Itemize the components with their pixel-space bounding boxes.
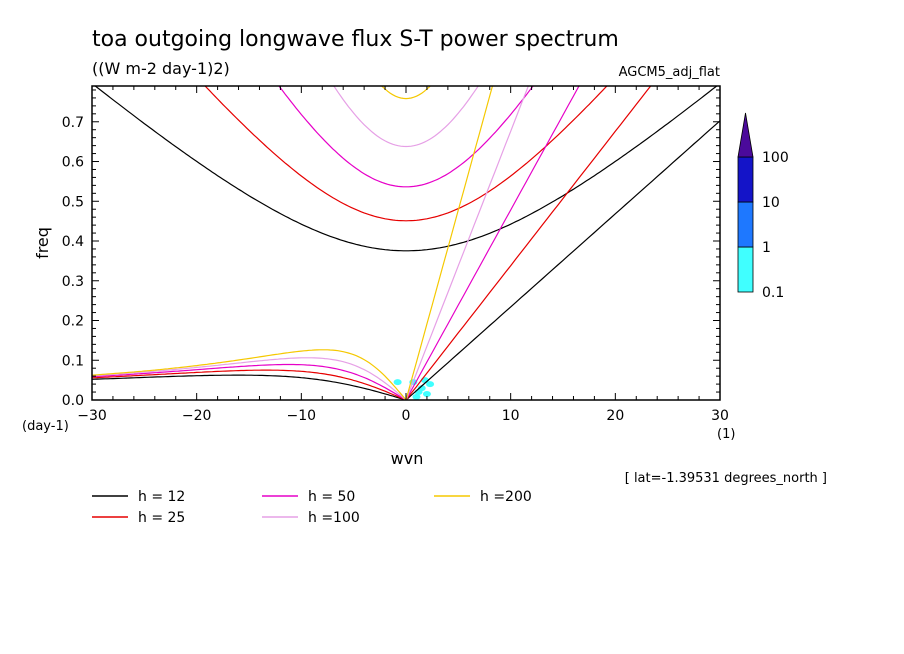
gravity-curve (380, 86, 432, 100)
colorbar-segment (737, 156, 754, 203)
power-spot (393, 379, 402, 386)
power-spot (426, 381, 435, 388)
x-tick-label: 20 (606, 408, 624, 424)
colorbar-label: 10 (762, 195, 780, 211)
x-tick-label: 0 (402, 408, 411, 424)
y-axis-title: freq (33, 227, 52, 259)
colorbar-label: 1 (762, 240, 771, 256)
kelvin-curve (405, 86, 580, 400)
y-tick-label: 0.6 (62, 155, 84, 171)
rossby-curve (92, 374, 407, 400)
y-tick-label: 0.0 (62, 393, 84, 409)
legend: h = 12 h = 25 h = 50 h =100 h =200 (92, 489, 532, 526)
y-tick-label: 0.3 (62, 274, 84, 290)
gravity-curve (204, 86, 608, 222)
colorbar-label: 0.1 (762, 285, 784, 301)
chart-title: toa outgoing longwave flux S-T power spe… (92, 27, 619, 52)
x-tick-label: −10 (287, 408, 317, 424)
power-spot (412, 393, 421, 400)
rossby-curve (92, 369, 407, 400)
plot-frame (91, 85, 721, 401)
x-unit-label: (1) (717, 427, 735, 442)
legend-label: h = 50 (308, 489, 355, 505)
y-tick-label: 0.2 (62, 314, 84, 330)
legend-label: h = 12 (138, 489, 185, 505)
rossby-curve (92, 357, 407, 400)
colorbar-label: 100 (762, 150, 789, 166)
y-unit-label: (day-1) (22, 419, 69, 434)
colorbar: 0.1 1 10 100 (737, 112, 789, 301)
axis-ticks: −30 −20 −10 0 10 20 30 0.0 0.1 0.2 0.3 0.4 0.5 0.6 0.7 (62, 86, 729, 424)
gravity-curve (278, 86, 534, 188)
legend-label: h = 25 (138, 510, 185, 526)
kelvin-curve (405, 86, 494, 400)
colorbar-extend-triangle (737, 112, 754, 158)
model-label: AGCM5_adj_flat (619, 65, 720, 80)
chart-subtitle: ((W m-2 day-1)2) (92, 59, 230, 78)
legend-label: h =200 (480, 489, 532, 505)
rossby-curve (92, 363, 407, 400)
power-spot (417, 385, 426, 392)
gravity-curve (94, 86, 718, 252)
latitude-annotation: [ lat=-1.39531 degrees_north ] (625, 471, 827, 486)
rossby-curve (92, 349, 407, 400)
x-tick-label: 10 (502, 408, 520, 424)
kelvin-curve (405, 86, 529, 400)
legend-label: h =100 (308, 510, 360, 526)
x-tick-label: 30 (711, 408, 729, 424)
colorbar-segment (737, 246, 754, 293)
power-spot (422, 391, 431, 398)
x-axis-title: wvn (391, 449, 424, 468)
dispersion-curves (92, 86, 720, 400)
x-tick-label: −20 (182, 408, 212, 424)
gravity-curve (333, 86, 479, 148)
y-tick-label: 0.7 (62, 115, 84, 131)
colorbar-segment (737, 201, 754, 248)
y-tick-label: 0.4 (62, 234, 84, 250)
x-tick-label: −30 (77, 408, 107, 424)
kelvin-curve (405, 86, 652, 400)
y-tick-label: 0.5 (62, 194, 84, 210)
kelvin-curve (405, 120, 720, 400)
y-tick-label: 0.1 (62, 353, 84, 369)
